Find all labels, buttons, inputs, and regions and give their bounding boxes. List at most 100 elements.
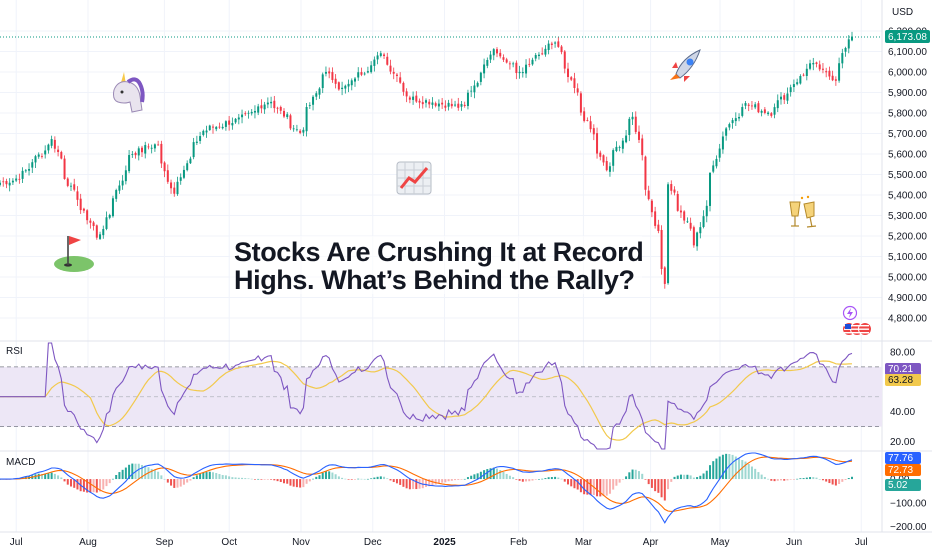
macd-hist-bar [725,453,728,480]
macd-hist-bar [57,475,60,480]
macd-hist-bar [173,479,176,488]
candle-body [512,63,515,65]
candle-body [460,104,463,107]
macd-hist-bar [182,479,185,485]
candle-body [250,111,253,114]
macd-value: 77.76 [888,453,913,464]
candle-body [86,210,89,221]
chart-increasing-icon [396,161,432,195]
x-tick-label: Apr [643,537,659,548]
candle-body [683,211,686,221]
macd-hist-bar [415,479,418,490]
macd-hist-bar [663,479,666,501]
macd-histogram [0,453,854,501]
candle-body [731,120,734,124]
candle-body [657,224,660,231]
macd-hist-bar [702,473,705,480]
candle-body [28,168,31,171]
candle-body [647,190,650,200]
macd-hist-bar [563,479,566,482]
candle-body [44,150,47,155]
signal-value-badge [885,464,921,476]
macd-hist-bar [89,479,92,493]
macd-hist-bar [69,479,73,487]
macd-hist-bar [308,479,311,482]
candle-body [796,82,799,85]
last-price-badge [885,30,930,43]
macd-hist-bar [176,479,179,488]
candle-body [763,109,766,113]
macd-hist-bar [505,473,508,480]
hist-value: 5.02 [888,480,908,491]
macd-hist-bar [612,479,615,490]
x-tick-label: Nov [292,537,310,548]
candle-body [786,93,789,101]
y-tick-label: 4,900.00 [888,293,927,304]
macd-hist-bar [150,468,153,480]
macd-hist-bar [763,476,766,480]
candle-body [66,178,69,186]
macd-hist-bar [437,479,440,484]
candle-body [415,95,418,102]
time-axis: Jul Aug Sep Oct Nov Dec 2025 Feb Mar Apr May Jun Jul [10,537,868,548]
candle-body [302,129,305,133]
macd-hist-bar [715,458,718,480]
candle-body [192,142,195,158]
macd-hist-bar [712,461,715,480]
macd-hist-bar [750,466,753,480]
candle-body [505,59,508,63]
macd-hist-bar [318,475,321,480]
candle-body [605,161,608,171]
candle-body [221,126,224,129]
macd-hist-bar [518,479,521,481]
macd-hist-bar [395,479,398,484]
candle-body [405,91,408,97]
candle-body [253,110,256,113]
candle-body [699,227,702,234]
candle-body [331,72,334,80]
candle-body [486,59,489,66]
macd-hist-bar [370,478,373,480]
candle-body [541,53,544,55]
macd-hist-bar [253,479,256,480]
macd-hist-bar [389,479,392,481]
headline-line-2: Highs. What’s Behind the Rally? [234,265,635,295]
candle-body [34,156,37,163]
rsi-label: RSI [6,346,23,357]
y-tick-label: 5,300.00 [888,211,927,222]
macd-hist-bar [644,479,647,480]
candle-body [383,54,386,57]
candle-body [531,59,534,65]
macd-hist-bar [631,469,634,480]
candle-body [612,150,615,166]
candle-body [418,100,421,103]
candle-body [818,64,821,70]
macd-hist-bar [244,478,247,480]
candle-body [73,184,76,190]
candle-body [521,72,524,74]
macd-hist-bar [657,479,660,493]
candle-body [92,222,95,227]
macd-hist-bar [115,475,118,480]
macd-hist-bar [218,474,221,480]
macd-hist-bar [705,470,708,480]
candle-body [308,105,311,106]
macd-hist-bar [379,476,382,480]
candle-body [228,120,231,125]
macd-hist-bar [166,479,169,483]
macd-hist-bar [350,479,353,480]
candle-body [408,97,411,100]
macd-hist-bar [50,472,53,480]
candle-body [773,107,776,115]
candle-body [163,162,166,172]
candle-body [160,143,163,164]
candle-body [696,232,699,247]
macd-hist-bar [295,479,298,488]
candle-body [757,103,760,113]
candle-body [318,88,321,95]
candle-body [515,62,518,74]
candle-body [260,105,263,109]
candle-body [676,193,679,211]
candle-body [550,43,553,45]
macd-hist-bar [224,475,227,480]
